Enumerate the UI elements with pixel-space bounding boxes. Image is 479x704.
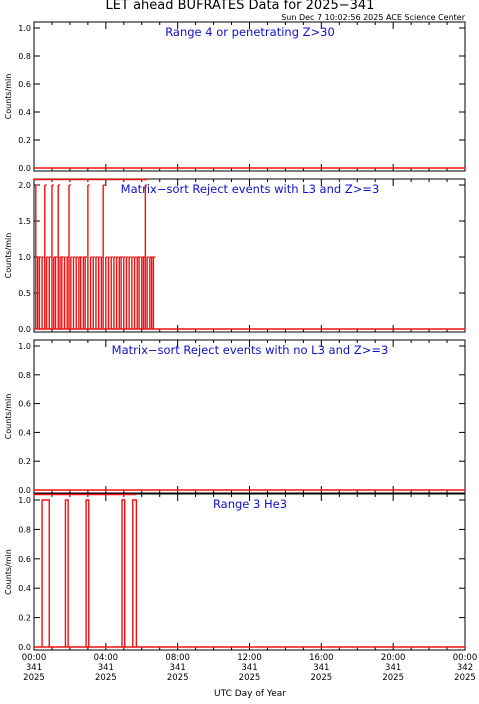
- panel-3: 0.0 0.2 0.4 0.6 0.8 1.0 Counts/min Matrix−sort …: [4, 339, 466, 495]
- y-tick-label: 1.0: [18, 496, 31, 505]
- y-axis-label: Counts/min: [4, 74, 13, 120]
- data-series: [34, 493, 465, 648]
- y-tick-label: 0.8: [18, 52, 31, 61]
- y-tick-label: 0.4: [18, 108, 31, 117]
- y-tick-label: 0.8: [18, 371, 31, 380]
- data-series: [34, 178, 465, 330]
- x-tick-year: 2025: [239, 673, 261, 683]
- x-tick-year: 2025: [382, 673, 404, 683]
- y-axis-label: Counts/min: [4, 549, 13, 595]
- y-tick-label: 0.2: [18, 614, 31, 623]
- y-tick-label: 0.0: [18, 643, 31, 652]
- panel-title: Matrix−sort Reject events with no L3 and…: [112, 343, 389, 357]
- panel-2: 0.0 0.5 1.0 1.5 2.0 Counts/min Matrix−sort Rej…: [4, 178, 466, 334]
- x-tick-doy: 341: [26, 663, 42, 673]
- pulse-mark: [85, 499, 90, 647]
- y-tick-label: 1.5: [18, 217, 31, 226]
- x-tick-doy: 341: [385, 663, 401, 673]
- y-axis-label: Counts/min: [4, 394, 13, 440]
- x-tick-year: 2025: [167, 673, 189, 683]
- pulse-mark: [132, 499, 138, 647]
- x-tick-doy: 341: [241, 663, 257, 673]
- x-tick-time: 08:00: [165, 653, 190, 663]
- y-tick-label: 0.0: [18, 164, 31, 173]
- panels-group: 0.0 0.2 0.4 0.6 0.8 1.0 Counts/min Range 4 or p…: [4, 21, 466, 652]
- y-tick-label: 0.6: [18, 80, 31, 89]
- x-axis-group: 00:00341202504:00341202508:00341202512:0…: [22, 653, 478, 683]
- y-tick-label: 0.0: [18, 325, 31, 334]
- x-tick-time: 20:00: [381, 653, 406, 663]
- panel-title: Matrix−sort Reject events with L3 and Z>…: [121, 182, 380, 196]
- y-tick-label: 0.4: [18, 584, 31, 593]
- y-tick-label: 0.0: [18, 486, 31, 495]
- y-tick-label: 0.2: [18, 457, 31, 466]
- y-tick-label: 0.6: [18, 400, 31, 409]
- x-tick-doy: 341: [313, 663, 329, 673]
- pulse-mark: [121, 499, 126, 647]
- x-tick-time: 04:00: [94, 653, 119, 663]
- y-tick-label: 1.0: [18, 24, 31, 33]
- x-tick-doy: 341: [98, 663, 114, 673]
- x-tick-doy: 341: [170, 663, 186, 673]
- y-tick-label: 1.0: [18, 253, 31, 262]
- x-axis-label: UTC Day of Year: [214, 689, 286, 699]
- panel-frame: [33, 21, 466, 172]
- x-tick-year: 2025: [311, 673, 333, 683]
- x-tick-time: 00:00: [453, 653, 478, 663]
- panel-title: Range 4 or penetrating Z>30: [165, 25, 335, 39]
- y-tick-label: 0.8: [18, 525, 31, 534]
- y-tick-label: 2.0: [18, 181, 31, 190]
- y-axis-label: Counts/min: [4, 233, 13, 279]
- panel-title: Range 3 He3: [213, 497, 287, 511]
- panel-1: 0.0 0.2 0.4 0.6 0.8 1.0 Counts/min Range 4 or p…: [4, 21, 466, 173]
- x-tick-year: 2025: [95, 673, 117, 683]
- y-tick-label: 1.0: [18, 342, 31, 351]
- y-tick-label: 0.5: [18, 289, 31, 298]
- x-tick-time: 00:00: [22, 653, 47, 663]
- panel-4: 0.0 0.2 0.4 0.6 0.8 1.0 Counts/min Range 3 He3: [4, 493, 466, 652]
- panel-frame: [33, 493, 466, 651]
- y-tick-label: 0.6: [18, 555, 31, 564]
- x-tick-time: 16:00: [309, 653, 334, 663]
- x-tick-time: 12:00: [237, 653, 262, 663]
- x-tick-year: 2025: [23, 673, 45, 683]
- pulse-mark: [41, 499, 50, 647]
- y-tick-label: 0.2: [18, 136, 31, 145]
- x-tick-year: 2025: [454, 673, 476, 683]
- pulse-mark: [64, 499, 69, 647]
- chart-title: LET ahead BUFRATES Data for 2025−341: [106, 0, 375, 13]
- timestamp-label: Sun Dec 7 10:02:56 2025 ACE Science Cent…: [281, 13, 466, 22]
- x-tick-doy: 342: [457, 663, 473, 673]
- panel-frame: [33, 339, 466, 494]
- y-tick-label: 0.4: [18, 428, 31, 437]
